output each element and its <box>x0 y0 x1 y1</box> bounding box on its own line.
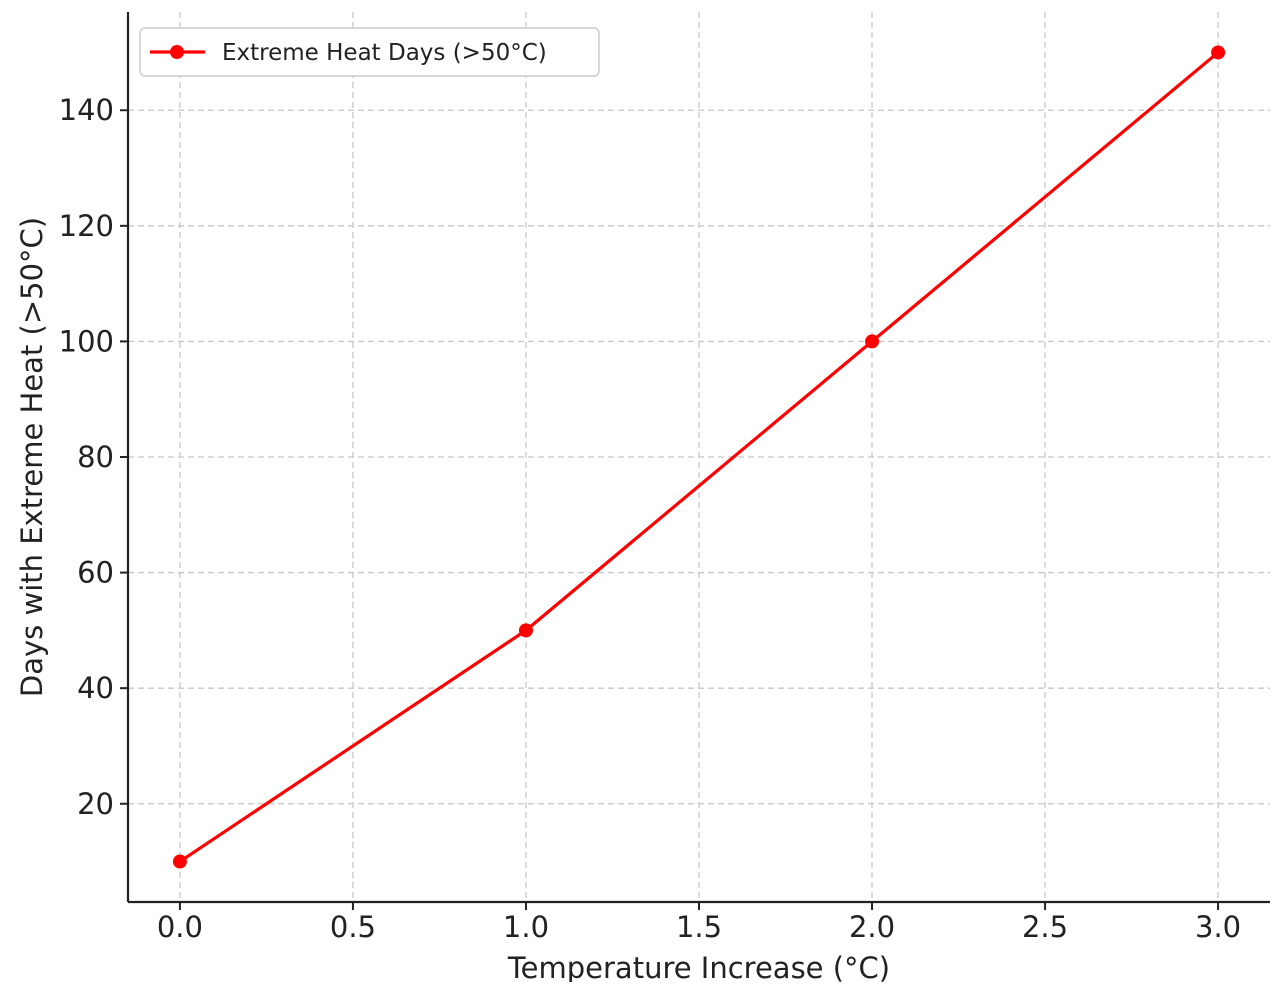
y-tick-label: 80 <box>77 440 114 474</box>
x-tick-label: 1.0 <box>503 910 549 944</box>
x-tick-label: 2.0 <box>849 910 895 944</box>
y-tick-label: 20 <box>77 787 114 821</box>
y-axis-title: Days with Extreme Heat (>50°C) <box>15 217 49 697</box>
legend: Extreme Heat Days (>50°C) <box>139 27 600 77</box>
x-tick-label: 3.0 <box>1195 910 1241 944</box>
data-point <box>172 854 187 869</box>
y-tick-label: 140 <box>59 93 114 127</box>
grid <box>128 12 1270 902</box>
legend-label: Extreme Heat Days (>50°C) <box>222 40 547 66</box>
series-layer <box>172 45 1226 869</box>
data-point <box>518 623 533 638</box>
data-point <box>865 334 880 349</box>
y-tick-label: 120 <box>59 209 114 243</box>
series-line <box>178 50 1220 864</box>
x-axis-title: Temperature Increase (°C) <box>507 951 890 982</box>
y-tick-label: 100 <box>59 324 114 358</box>
x-tick-label: 2.5 <box>1022 910 1068 944</box>
x-tick-label: 0.0 <box>157 910 203 944</box>
axes: 0.0 0.5 1.0 1.5 2.0 2.5 3.0 20 40 60 80 100 120 140 <box>59 12 1270 944</box>
y-tick-label: 40 <box>77 671 114 705</box>
y-tick-label: 60 <box>77 556 114 590</box>
x-tick-label: 1.5 <box>676 910 722 944</box>
legend-box <box>139 27 600 77</box>
legend-marker <box>170 45 184 59</box>
data-point <box>1211 45 1226 60</box>
x-tick-label: 0.5 <box>330 910 376 944</box>
